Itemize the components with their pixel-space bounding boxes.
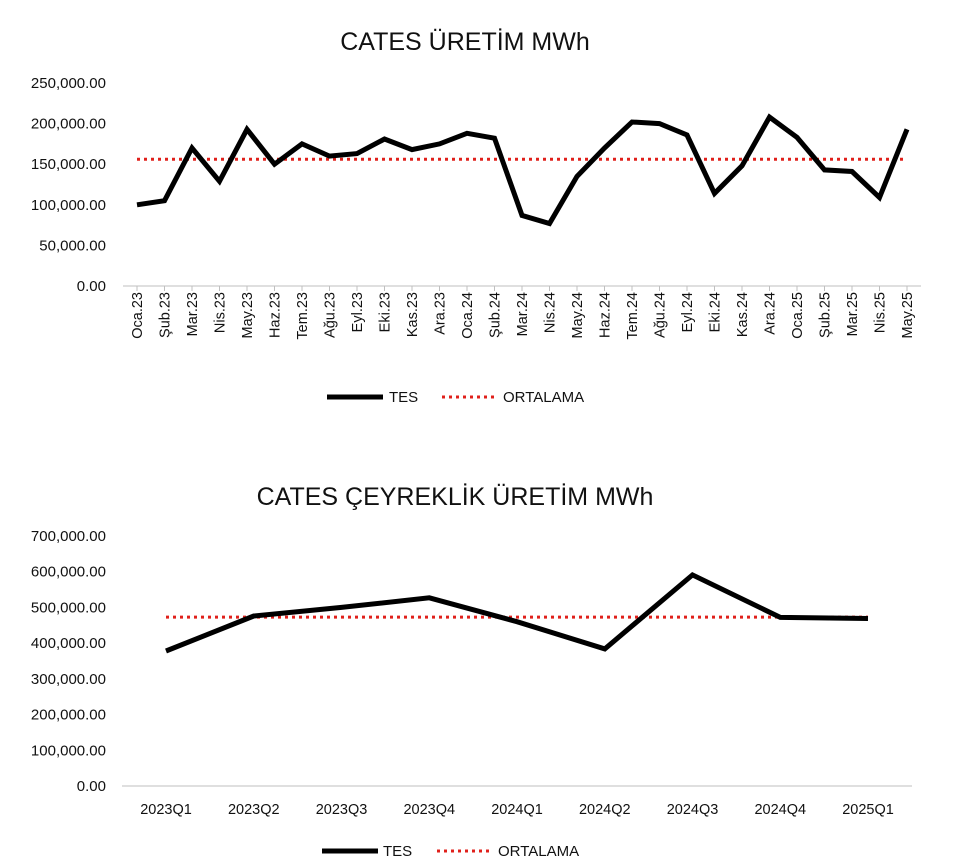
y-tick-label: 300,000.00 xyxy=(31,671,106,688)
series-tes-line xyxy=(165,571,869,654)
y-tick-label: 400,000.00 xyxy=(31,635,106,652)
x-tick-label: Mar.25 xyxy=(845,292,861,336)
x-tick-label: Haz.24 xyxy=(598,292,614,338)
x-tick-label: Ağu.24 xyxy=(653,292,669,338)
legend-ortalama-label: ORTALAMA xyxy=(498,843,579,860)
x-tick-label: Ara.23 xyxy=(433,292,449,335)
x-tick-label: Haz.23 xyxy=(268,292,284,338)
monthly-production-chart: CATES ÜRETİM MWh 0.00 50,000.00 100,000.00… xyxy=(31,27,921,406)
x-tick-label: 2023Q3 xyxy=(316,802,368,818)
x-tick-label: 2024Q1 xyxy=(491,802,543,818)
y-axis-ticks: 0.00 50,000.00 100,000.00 150,000.00 200,000… xyxy=(31,75,106,295)
y-tick-label: 0.00 xyxy=(77,278,106,295)
y-tick-label: 700,000.00 xyxy=(31,528,106,545)
x-tick-label: Oca.24 xyxy=(460,292,476,339)
x-tick-label: Ara.24 xyxy=(763,292,779,335)
x-tick-label: Şub.24 xyxy=(488,292,504,338)
x-tick-label: Nis.25 xyxy=(873,292,889,333)
chart-title: CATES ÇEYREKLİK ÜRETİM MWh xyxy=(257,482,654,511)
y-tick-label: 200,000.00 xyxy=(31,707,106,724)
quarterly-production-chart: CATES ÇEYREKLİK ÜRETİM MWh 0.00 100,000.0… xyxy=(31,482,912,860)
x-tick-label: 2025Q1 xyxy=(842,802,894,818)
x-tick-label: Nis.23 xyxy=(213,292,229,333)
x-tick-label: Tem.23 xyxy=(295,292,311,340)
y-tick-label: 100,000.00 xyxy=(31,742,106,759)
x-tick-label: Eki.24 xyxy=(708,292,724,332)
x-tick-label: Mar.24 xyxy=(515,292,531,336)
x-tick-label: 2023Q1 xyxy=(140,802,192,818)
x-axis-ticks: Oca.23 Şub.23 Mar.23 Nis.23 May.23 Haz.23 Tem.… xyxy=(130,286,916,340)
x-tick-label: May.25 xyxy=(900,292,916,338)
y-tick-label: 50,000.00 xyxy=(39,237,106,254)
legend-tes-label: TES xyxy=(389,389,418,406)
y-axis-ticks: 0.00 100,000.00 200,000.00 300,000.00 400,00… xyxy=(31,528,106,795)
x-tick-label: 2023Q2 xyxy=(228,802,280,818)
x-tick-label: Eyl.23 xyxy=(350,292,366,332)
y-tick-label: 250,000.00 xyxy=(31,75,106,92)
x-tick-label: Oca.23 xyxy=(130,292,146,339)
chart-title: CATES ÜRETİM MWh xyxy=(340,27,590,56)
legend-tes-label: TES xyxy=(383,843,412,860)
x-tick-label: 2024Q4 xyxy=(754,802,806,818)
legend: TES ORTALAMA xyxy=(327,389,584,406)
plot-area xyxy=(136,113,910,227)
legend: TES ORTALAMA xyxy=(322,843,579,860)
y-tick-label: 600,000.00 xyxy=(31,564,106,581)
x-tick-label: Oca.25 xyxy=(790,292,806,339)
x-tick-label: Mar.23 xyxy=(185,292,201,336)
x-tick-label: Kas.23 xyxy=(405,292,421,337)
x-tick-label: Nis.24 xyxy=(543,292,559,333)
x-tick-label: Tem.24 xyxy=(625,292,641,340)
series-tes-line xyxy=(136,113,910,227)
y-tick-label: 200,000.00 xyxy=(31,116,106,133)
y-tick-label: 500,000.00 xyxy=(31,599,106,616)
x-axis-ticks: 2023Q1 2023Q2 2023Q3 2023Q4 2024Q1 2024Q2 2024… xyxy=(140,802,894,818)
y-tick-label: 100,000.00 xyxy=(31,197,106,214)
x-tick-label: Şub.23 xyxy=(158,292,174,338)
x-tick-label: Eyl.24 xyxy=(680,292,696,332)
x-tick-label: Ağu.23 xyxy=(323,292,339,338)
x-tick-label: Eki.23 xyxy=(378,292,394,332)
x-tick-label: Kas.24 xyxy=(735,292,751,337)
x-tick-label: May.24 xyxy=(570,292,586,338)
y-tick-label: 0.00 xyxy=(77,778,106,795)
x-tick-label: 2024Q2 xyxy=(579,802,631,818)
x-tick-label: 2023Q4 xyxy=(403,802,455,818)
y-tick-label: 150,000.00 xyxy=(31,156,106,173)
legend-ortalama-label: ORTALAMA xyxy=(503,389,584,406)
x-tick-label: 2024Q3 xyxy=(667,802,719,818)
x-tick-label: Şub.25 xyxy=(818,292,834,338)
x-tick-label: May.23 xyxy=(240,292,256,338)
plot-area xyxy=(165,571,869,654)
